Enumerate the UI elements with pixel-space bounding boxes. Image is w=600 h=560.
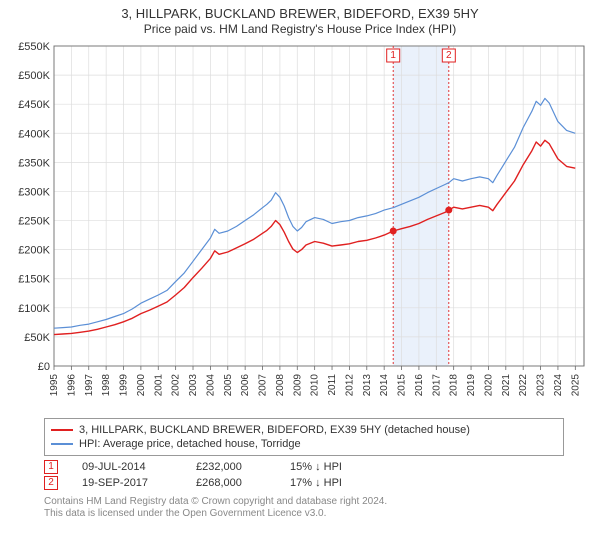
page-subtitle: Price paid vs. HM Land Registry's House …	[8, 22, 592, 36]
svg-text:£150K: £150K	[18, 274, 50, 286]
svg-text:1996: 1996	[66, 374, 77, 397]
svg-text:2024: 2024	[553, 374, 564, 397]
svg-text:2019: 2019	[466, 374, 477, 397]
svg-text:£0: £0	[38, 361, 50, 373]
sale-price-1: £232,000	[196, 461, 266, 473]
svg-text:2003: 2003	[188, 374, 199, 397]
svg-text:£100K: £100K	[18, 303, 50, 315]
legend-label-property: 3, HILLPARK, BUCKLAND BREWER, BIDEFORD, …	[79, 423, 470, 437]
svg-text:£400K: £400K	[18, 128, 50, 140]
svg-text:£550K: £550K	[18, 41, 50, 53]
price-chart: £0 £50K £100K £150K £200K £250K £300K £350K £400…	[8, 40, 592, 412]
svg-text:2018: 2018	[449, 374, 460, 397]
svg-text:£250K: £250K	[18, 216, 50, 228]
svg-text:1999: 1999	[119, 374, 130, 397]
legend-swatch-property	[51, 429, 73, 431]
svg-text:£450K: £450K	[18, 99, 50, 111]
legend-label-hpi: HPI: Average price, detached house, Torr…	[79, 437, 301, 451]
legend-row-hpi: HPI: Average price, detached house, Torr…	[51, 437, 557, 451]
sale-delta-2: 17% ↓ HPI	[290, 477, 342, 489]
svg-text:2020: 2020	[483, 374, 494, 397]
sales-list: 1 09-JUL-2014 £232,000 15% ↓ HPI 2 19-SE…	[44, 460, 592, 490]
svg-text:2002: 2002	[171, 374, 182, 397]
svg-text:2001: 2001	[153, 374, 164, 397]
footer-attribution: Contains HM Land Registry data © Crown c…	[44, 496, 592, 520]
svg-text:£50K: £50K	[24, 332, 50, 344]
svg-text:2: 2	[446, 50, 452, 61]
svg-text:2005: 2005	[223, 374, 234, 397]
svg-text:2009: 2009	[292, 374, 303, 397]
svg-text:2022: 2022	[518, 374, 529, 397]
svg-text:£500K: £500K	[18, 70, 50, 82]
svg-text:2015: 2015	[397, 374, 408, 397]
svg-text:2008: 2008	[275, 374, 286, 397]
sale-marker-2: 2	[44, 476, 58, 490]
svg-text:2013: 2013	[362, 374, 373, 397]
svg-text:2011: 2011	[327, 374, 338, 396]
sale-delta-1: 15% ↓ HPI	[290, 461, 342, 473]
svg-text:2023: 2023	[536, 374, 547, 397]
legend: 3, HILLPARK, BUCKLAND BREWER, BIDEFORD, …	[44, 418, 564, 456]
page-title: 3, HILLPARK, BUCKLAND BREWER, BIDEFORD, …	[8, 6, 592, 21]
svg-text:2014: 2014	[379, 374, 390, 397]
sale-row-2: 2 19-SEP-2017 £268,000 17% ↓ HPI	[44, 476, 592, 490]
svg-text:2006: 2006	[240, 374, 251, 397]
sale-date-1: 09-JUL-2014	[82, 461, 172, 473]
sale-price-2: £268,000	[196, 477, 266, 489]
legend-row-property: 3, HILLPARK, BUCKLAND BREWER, BIDEFORD, …	[51, 423, 557, 437]
svg-text:2004: 2004	[205, 374, 216, 397]
svg-text:£300K: £300K	[18, 186, 50, 198]
svg-text:2025: 2025	[570, 374, 581, 397]
svg-text:£200K: £200K	[18, 245, 50, 257]
legend-swatch-hpi	[51, 443, 73, 445]
sale-row-1: 1 09-JUL-2014 £232,000 15% ↓ HPI	[44, 460, 592, 474]
svg-text:2007: 2007	[258, 374, 269, 397]
svg-text:2012: 2012	[344, 374, 355, 397]
svg-text:2010: 2010	[310, 374, 321, 397]
svg-text:1998: 1998	[101, 374, 112, 397]
svg-text:2017: 2017	[431, 374, 442, 397]
svg-text:1995: 1995	[49, 374, 60, 397]
svg-text:2016: 2016	[414, 374, 425, 397]
svg-text:1: 1	[390, 50, 396, 61]
svg-text:2021: 2021	[501, 374, 512, 397]
sale-marker-1: 1	[44, 460, 58, 474]
svg-text:2000: 2000	[136, 374, 147, 397]
svg-text:1997: 1997	[84, 374, 95, 397]
sale-date-2: 19-SEP-2017	[82, 477, 172, 489]
svg-text:£350K: £350K	[18, 157, 50, 169]
